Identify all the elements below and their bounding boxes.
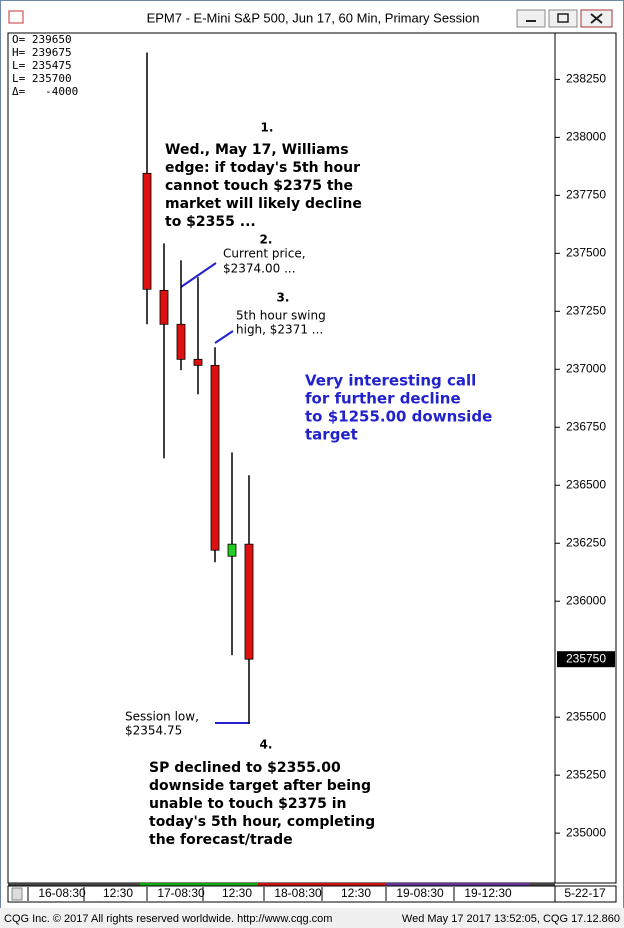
y-tick-label: 236500 bbox=[566, 477, 606, 491]
app-icon bbox=[8, 10, 24, 24]
footer-left: CQG Inc. © 2017 All rights reserved worl… bbox=[4, 913, 332, 925]
annotation-line: Session low, bbox=[125, 710, 199, 724]
footer-right: Wed May 17 2017 13:52:05, CQG 17.12.860 bbox=[402, 913, 620, 925]
y-tick-label: 237250 bbox=[566, 303, 606, 317]
annotation-line: today's 5th hour, completing bbox=[149, 814, 375, 830]
x-tick-label: 19-08:30 bbox=[396, 886, 444, 900]
y-tick-label: 237500 bbox=[566, 245, 606, 259]
annotation-line: 5th hour swing bbox=[236, 309, 326, 323]
pointer-line bbox=[214, 330, 234, 344]
annotation-line: $2354.75 bbox=[125, 724, 182, 738]
annotation-number: 3. bbox=[277, 291, 290, 305]
annotation-line: high, $2371 ... bbox=[236, 323, 323, 337]
annotation-line: cannot touch $2375 the bbox=[165, 178, 353, 194]
annotation-line: target bbox=[305, 426, 358, 444]
x-tick-label: 18-08:30 bbox=[274, 886, 322, 900]
candle-body bbox=[193, 358, 203, 366]
info-line: H= 239675 bbox=[12, 46, 72, 59]
info-line: Δ= -4000 bbox=[12, 85, 78, 98]
y-tick-label: 235000 bbox=[566, 825, 606, 839]
info-line: L= 235700 bbox=[12, 72, 72, 85]
window-title: EPM7 - E-Mini S&P 500, Jun 17, 60 Min, P… bbox=[147, 10, 480, 25]
scroll-handle[interactable] bbox=[11, 887, 23, 901]
candle-body bbox=[159, 290, 169, 325]
candle-body bbox=[142, 172, 152, 290]
annotation-line: to $1255.00 downside bbox=[305, 408, 492, 426]
annotation-number: 4. bbox=[260, 738, 273, 752]
annotation-line: Very interesting call bbox=[305, 372, 476, 390]
annotation-line: SP declined to $2355.00 bbox=[149, 760, 341, 776]
y-tick-label: 235500 bbox=[566, 709, 606, 723]
date-box bbox=[554, 885, 617, 903]
session-bar bbox=[258, 883, 385, 886]
annotation-number: 1. bbox=[261, 121, 274, 135]
date-label: 5-22-17 bbox=[564, 886, 606, 900]
y-tick-label: 236000 bbox=[566, 593, 606, 607]
annotation-line: unable to touch $2375 in bbox=[149, 796, 347, 812]
x-tick-label: 17-08:30 bbox=[157, 886, 205, 900]
x-tick-label: 12:30 bbox=[222, 886, 252, 900]
session-bar bbox=[140, 883, 258, 886]
annotation-line: for further decline bbox=[305, 390, 461, 408]
x-tick-label: 12:30 bbox=[103, 886, 133, 900]
plot-area bbox=[7, 32, 556, 884]
info-line: O= 239650 bbox=[12, 33, 72, 46]
x-tick-label: 12:30 bbox=[341, 886, 371, 900]
y-tick-label: 238000 bbox=[566, 130, 606, 144]
y-tick-label: 238250 bbox=[566, 72, 606, 86]
annotation-line: to $2355 ... bbox=[165, 214, 256, 230]
x-tick-label: 19-12:30 bbox=[464, 886, 512, 900]
candle-body bbox=[176, 323, 186, 360]
annotation-line: the forecast/trade bbox=[149, 832, 293, 848]
last-price-box bbox=[557, 651, 615, 668]
minimize-button[interactable] bbox=[516, 9, 546, 28]
x-tick-label: 16-08:30 bbox=[38, 886, 86, 900]
annotation-number: 2. bbox=[260, 233, 273, 247]
restore-button[interactable] bbox=[548, 9, 578, 28]
candle-body bbox=[227, 543, 237, 557]
annotation-line: market will likely decline bbox=[165, 196, 362, 212]
y-tick-label: 236750 bbox=[566, 419, 606, 433]
footer bbox=[0, 908, 624, 928]
info-line: L= 235475 bbox=[12, 59, 72, 72]
annotation-line: Current price, bbox=[223, 247, 306, 261]
window-buttons[interactable] bbox=[516, 9, 613, 28]
annotation-line: edge: if today's 5th hour bbox=[165, 160, 360, 176]
annotation-line: Wed., May 17, Williams bbox=[165, 142, 349, 158]
annotation-line: $2374.00 ... bbox=[223, 262, 296, 276]
y-tick-label: 235250 bbox=[566, 767, 606, 781]
y-tick-label: 237000 bbox=[566, 361, 606, 375]
close-icon bbox=[590, 13, 603, 24]
restore-icon bbox=[557, 13, 569, 23]
info-box bbox=[9, 34, 85, 97]
y-tick-label: 236250 bbox=[566, 535, 606, 549]
y-tick-label: 237750 bbox=[566, 188, 606, 202]
session-bar bbox=[385, 883, 530, 886]
price-axis bbox=[554, 32, 617, 884]
pointer-line bbox=[180, 262, 217, 288]
annotation-line: downside target after being bbox=[149, 778, 371, 794]
candle-body bbox=[244, 543, 254, 660]
candle-body bbox=[210, 364, 220, 551]
last-price-label: 235750 bbox=[566, 651, 606, 665]
